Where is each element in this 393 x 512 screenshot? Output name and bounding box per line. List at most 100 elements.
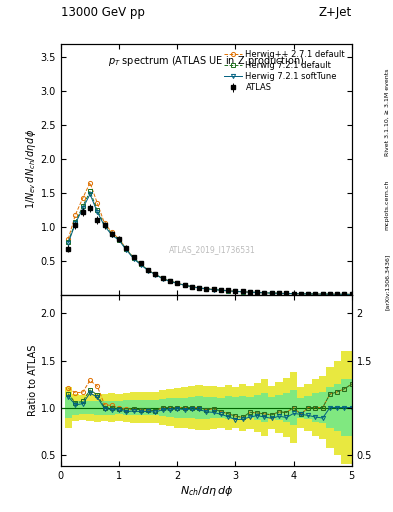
Herwig 7.2.1 default: [270, 290, 274, 296]
Herwig 7.2.1 default: [88, 188, 92, 195]
Herwig++ 2.7.1 default: [131, 255, 136, 261]
Y-axis label: Ratio to ATLAS: Ratio to ATLAS: [28, 345, 38, 416]
Herwig 7.2.1 default: [306, 291, 310, 297]
Herwig 7.2.1 softTune: [342, 291, 347, 297]
Herwig 7.2.1 default: [219, 287, 223, 293]
Herwig 7.2.1 default: [189, 284, 194, 290]
Herwig++ 2.7.1 default: [197, 285, 202, 291]
Herwig++ 2.7.1 default: [241, 289, 245, 295]
Herwig++ 2.7.1 default: [342, 291, 347, 297]
Herwig 7.2.1 default: [233, 288, 238, 294]
Herwig 7.2.1 softTune: [306, 291, 310, 297]
Herwig 7.2.1 softTune: [349, 291, 354, 297]
Herwig 7.2.1 softTune: [109, 232, 114, 238]
Herwig 7.2.1 softTune: [226, 288, 230, 294]
Herwig 7.2.1 default: [168, 278, 173, 284]
Herwig 7.2.1 default: [291, 290, 296, 296]
Herwig 7.2.1 default: [153, 271, 158, 278]
Herwig 7.2.1 default: [342, 291, 347, 297]
Herwig 7.2.1 softTune: [73, 220, 78, 226]
Herwig++ 2.7.1 default: [320, 291, 325, 297]
Herwig 7.2.1 softTune: [248, 289, 252, 295]
Herwig 7.2.1 default: [95, 207, 100, 213]
Herwig++ 2.7.1 default: [226, 288, 230, 294]
Herwig 7.2.1 default: [175, 280, 180, 286]
Herwig 7.2.1 softTune: [160, 275, 165, 282]
Herwig 7.2.1 default: [131, 255, 136, 261]
Herwig 7.2.1 default: [197, 285, 202, 291]
Herwig 7.2.1 softTune: [320, 291, 325, 297]
Herwig 7.2.1 softTune: [270, 290, 274, 296]
Herwig 7.2.1 default: [117, 237, 121, 243]
Herwig 7.2.1 softTune: [219, 287, 223, 293]
Herwig++ 2.7.1 default: [124, 245, 129, 251]
Herwig 7.2.1 default: [160, 275, 165, 282]
Y-axis label: $1/N_{ev}\,dN_{ch}/d\eta\,d\phi$: $1/N_{ev}\,dN_{ch}/d\eta\,d\phi$: [24, 129, 38, 209]
Herwig 7.2.1 default: [102, 222, 107, 228]
Herwig 7.2.1 default: [204, 286, 209, 292]
Herwig 7.2.1 default: [109, 230, 114, 237]
Herwig++ 2.7.1 default: [299, 291, 303, 297]
Herwig++ 2.7.1 default: [248, 289, 252, 295]
Herwig 7.2.1 softTune: [117, 237, 121, 243]
Herwig++ 2.7.1 default: [306, 291, 310, 297]
Line: Herwig++ 2.7.1 default: Herwig++ 2.7.1 default: [66, 181, 354, 296]
Line: Herwig 7.2.1 default: Herwig 7.2.1 default: [66, 189, 354, 296]
Herwig 7.2.1 softTune: [299, 291, 303, 297]
Herwig 7.2.1 softTune: [328, 291, 332, 297]
Herwig++ 2.7.1 default: [146, 267, 151, 273]
Herwig++ 2.7.1 default: [313, 291, 318, 297]
Herwig++ 2.7.1 default: [277, 290, 281, 296]
Text: Rivet 3.1.10, ≥ 3.1M events: Rivet 3.1.10, ≥ 3.1M events: [385, 69, 389, 156]
Herwig 7.2.1 softTune: [124, 247, 129, 253]
Herwig 7.2.1 default: [320, 291, 325, 297]
Herwig++ 2.7.1 default: [284, 290, 288, 296]
Herwig 7.2.1 default: [299, 291, 303, 297]
Herwig++ 2.7.1 default: [255, 289, 260, 295]
Herwig 7.2.1 softTune: [277, 290, 281, 296]
Herwig++ 2.7.1 default: [182, 282, 187, 288]
Text: mcplots.cern.ch: mcplots.cern.ch: [385, 180, 389, 230]
Herwig 7.2.1 softTune: [153, 271, 158, 278]
Herwig++ 2.7.1 default: [189, 284, 194, 290]
Herwig 7.2.1 softTune: [139, 262, 143, 268]
Herwig 7.2.1 default: [241, 289, 245, 295]
Herwig++ 2.7.1 default: [73, 211, 78, 218]
Text: ATLAS_2019_I1736531: ATLAS_2019_I1736531: [169, 245, 255, 254]
Legend: Herwig++ 2.7.1 default, Herwig 7.2.1 default, Herwig 7.2.1 softTune, ATLAS: Herwig++ 2.7.1 default, Herwig 7.2.1 def…: [221, 48, 347, 95]
Herwig 7.2.1 softTune: [204, 286, 209, 292]
Herwig++ 2.7.1 default: [204, 286, 209, 292]
Herwig 7.2.1 softTune: [146, 267, 151, 273]
Herwig 7.2.1 default: [262, 290, 267, 296]
Herwig 7.2.1 softTune: [211, 287, 216, 293]
Herwig 7.2.1 softTune: [241, 289, 245, 295]
Herwig++ 2.7.1 default: [328, 291, 332, 297]
Herwig 7.2.1 softTune: [175, 280, 180, 286]
Herwig 7.2.1 default: [335, 291, 340, 297]
Herwig++ 2.7.1 default: [262, 290, 267, 296]
Herwig 7.2.1 softTune: [102, 223, 107, 229]
Herwig 7.2.1 default: [73, 219, 78, 225]
Herwig 7.2.1 softTune: [313, 291, 318, 297]
Herwig++ 2.7.1 default: [88, 180, 92, 186]
Herwig++ 2.7.1 default: [153, 271, 158, 278]
Herwig 7.2.1 default: [146, 267, 151, 273]
Herwig 7.2.1 default: [284, 290, 288, 296]
Herwig++ 2.7.1 default: [95, 200, 100, 206]
Text: [arXiv:1306.3436]: [arXiv:1306.3436]: [385, 253, 389, 310]
Herwig 7.2.1 default: [139, 261, 143, 267]
Herwig++ 2.7.1 default: [211, 286, 216, 292]
Herwig++ 2.7.1 default: [270, 290, 274, 296]
Herwig 7.2.1 softTune: [66, 240, 71, 246]
Herwig 7.2.1 softTune: [168, 279, 173, 285]
Herwig 7.2.1 default: [255, 289, 260, 295]
Herwig 7.2.1 default: [313, 291, 318, 297]
Herwig 7.2.1 default: [349, 291, 354, 297]
Herwig++ 2.7.1 default: [139, 261, 143, 267]
Herwig 7.2.1 softTune: [233, 288, 238, 294]
Herwig 7.2.1 default: [226, 288, 230, 294]
X-axis label: $N_{ch}/d\eta\,d\phi$: $N_{ch}/d\eta\,d\phi$: [180, 483, 233, 498]
Herwig++ 2.7.1 default: [160, 275, 165, 282]
Herwig++ 2.7.1 default: [219, 287, 223, 293]
Herwig 7.2.1 softTune: [335, 291, 340, 297]
